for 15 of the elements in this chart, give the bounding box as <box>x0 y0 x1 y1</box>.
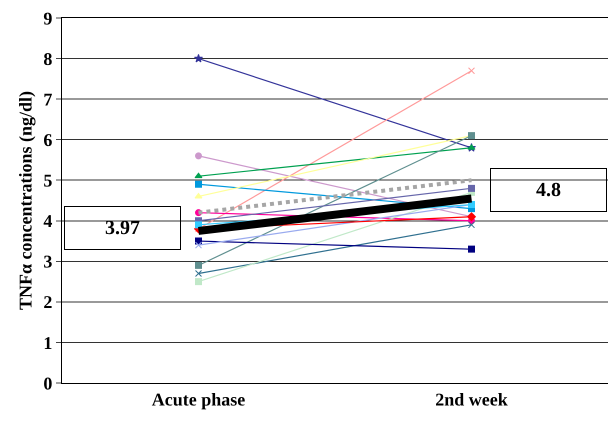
y-tick-label: 0 <box>43 373 52 394</box>
y-tick-label: 3 <box>43 252 52 272</box>
annotation: 3.97 <box>105 217 140 239</box>
y-tick-label: 8 <box>43 48 52 69</box>
y-tick-label: 5 <box>43 170 52 191</box>
y-tick-label: 4 <box>43 211 52 232</box>
x-tick-label: 2nd week <box>435 390 508 410</box>
y-tick-label: 6 <box>43 130 52 150</box>
x-tick-label: Acute phase <box>152 390 246 410</box>
y-tick-label: 1 <box>43 332 52 353</box>
y-tick-label: 7 <box>43 89 52 110</box>
y-axis-title: TNFα concentrations (ng/dl) <box>16 90 36 310</box>
y-tick-label: 9 <box>43 8 52 28</box>
y-tick-label: 2 <box>43 292 52 312</box>
annotation: 4.8 <box>536 179 561 201</box>
